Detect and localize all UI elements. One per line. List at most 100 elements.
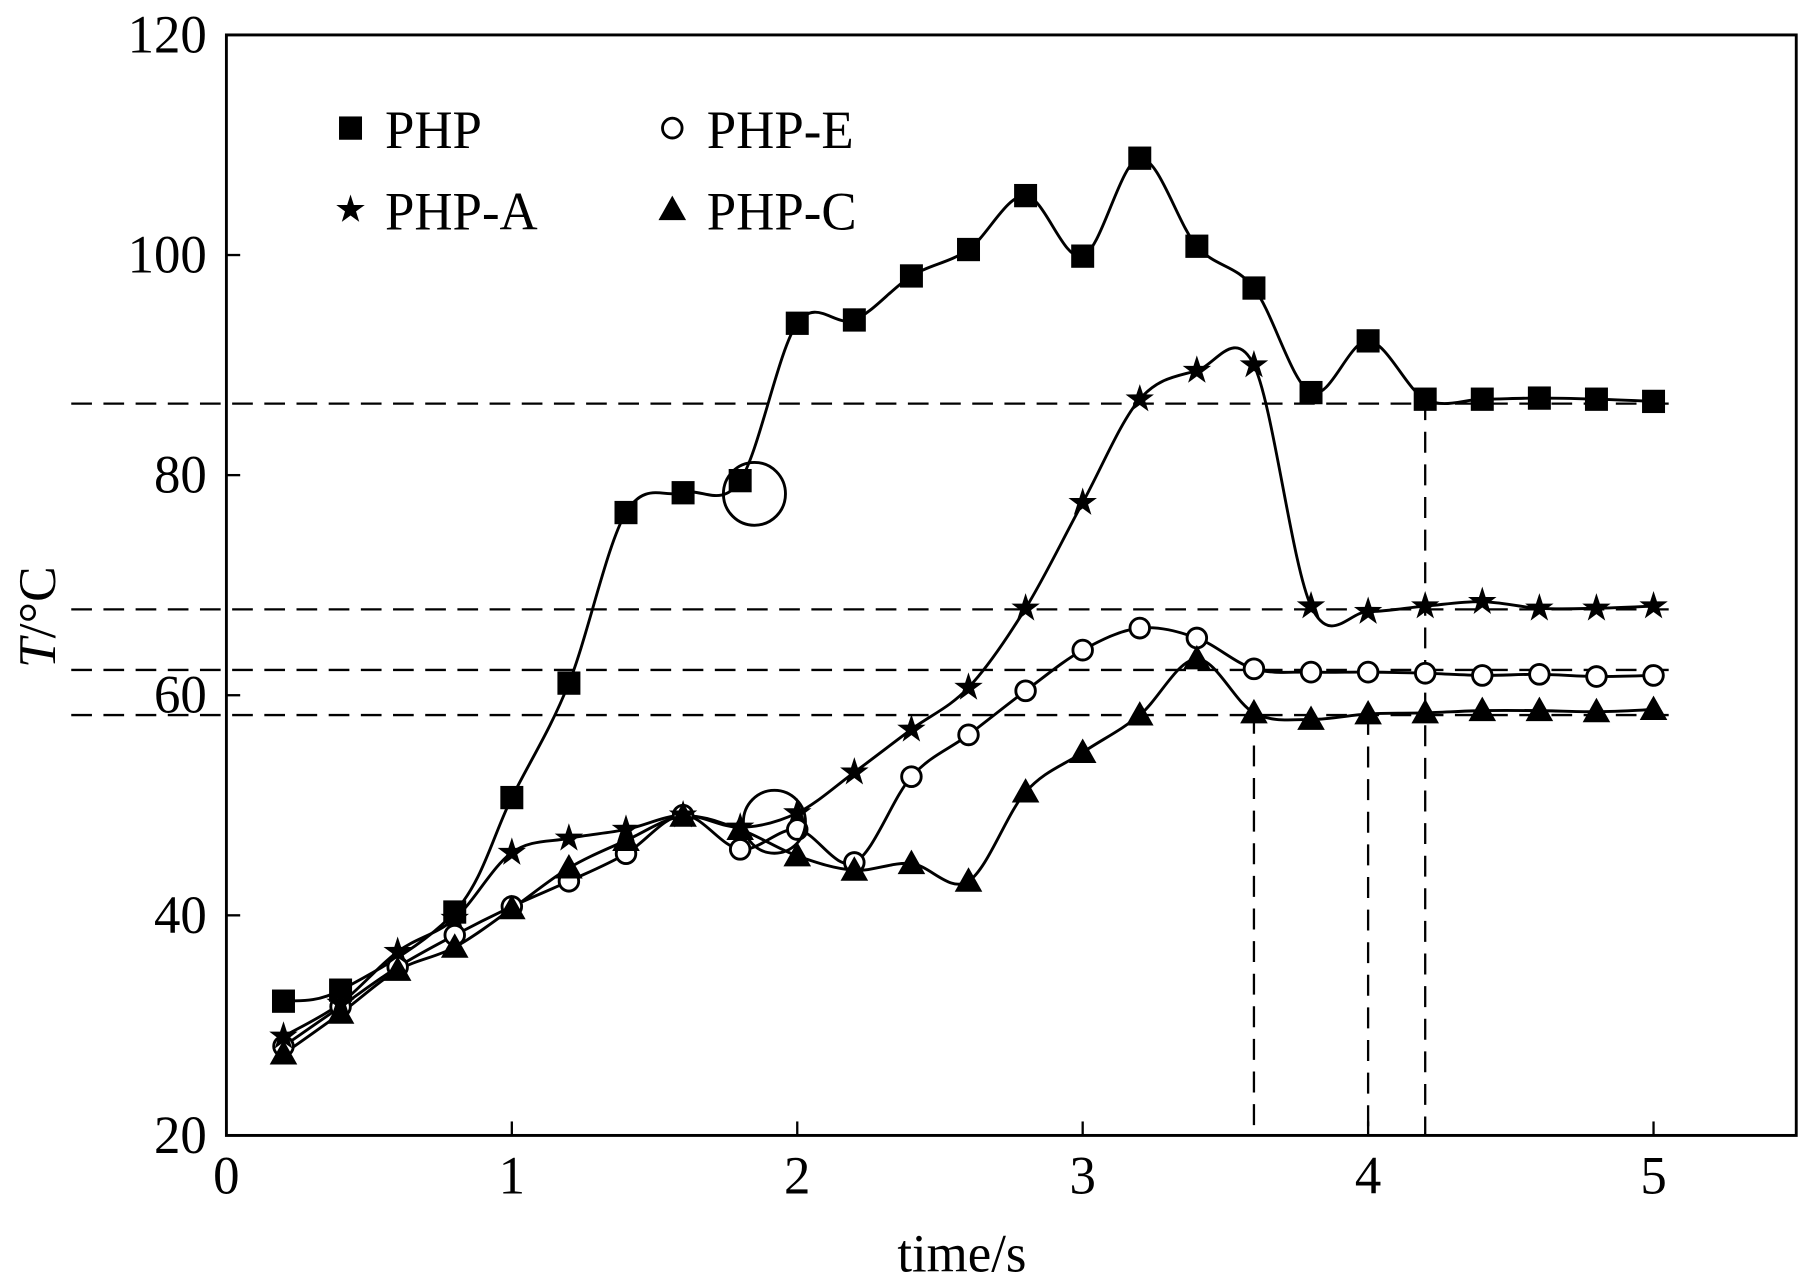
data-point-php-c [440,933,469,958]
data-point-php-a [1011,593,1040,621]
data-point-php [1242,276,1266,300]
data-point-php-a [1639,591,1668,619]
data-point-php-c [498,894,526,920]
data-point-php-e [1185,626,1209,650]
data-point-php-e [1014,679,1037,703]
legend-marker-php-e [661,116,684,140]
legend-label-php-a: PHP-A [385,182,538,241]
data-point-php-c [783,841,812,867]
y-tick-label: 120 [128,5,207,64]
x-tick-label: 1 [499,1146,525,1205]
data-point-php-c [1411,698,1439,724]
data-point-php-a [1125,384,1154,412]
legend-marker-php [339,116,363,140]
data-point-php [1356,329,1380,353]
data-point-php-e [1071,638,1094,662]
data-point-php-a [840,757,869,785]
data-point-php-c [669,802,697,827]
data-point-php-c [1183,644,1211,670]
data-point-php-c [269,1040,298,1065]
annotation-circle [741,788,807,855]
data-point-php-e [1528,662,1551,686]
data-point-php-c [1125,701,1154,726]
y-axis-label-unit: /°C [8,566,67,638]
data-point-php-c [1639,695,1668,721]
plot-frame [224,33,1798,1137]
y-tick-label: 20 [154,1106,207,1165]
data-point-php-c [1297,705,1325,730]
data-point-php-c [954,867,983,892]
data-point-php-c [1240,698,1268,724]
data-point-php-a [1239,349,1269,378]
data-point-php-a [1525,593,1554,621]
data-point-php-e [1413,661,1437,685]
data-point-php [1584,387,1608,411]
data-point-php-a [1353,596,1383,624]
x-tick-label: 3 [1069,1146,1095,1205]
data-point-php-a [1582,593,1611,621]
data-point-php-a [1068,487,1097,515]
data-point-php [1299,380,1323,405]
y-axis-label: T/°C [8,566,67,668]
data-point-php-e [1642,664,1665,687]
data-point-php-e [900,765,923,789]
data-point-php [1185,234,1209,258]
legend-marker-php-c [658,195,687,221]
data-point-php-a [1182,355,1212,383]
series-line-php-c [282,657,1654,1056]
data-point-php [728,468,752,493]
y-tick-label: 100 [128,225,207,284]
data-point-php [785,311,809,335]
y-tick-label: 80 [154,445,207,504]
data-point-php-e [1585,665,1608,688]
data-point-php [1071,244,1095,268]
x-tick-label: 0 [213,1146,239,1205]
data-point-php-c [383,956,412,981]
data-point-php-a [440,903,470,931]
x-tick-label: 4 [1355,1146,1381,1205]
data-point-php-c [1525,696,1554,722]
data-point-php-a [1296,591,1326,619]
data-point-php [1413,387,1437,411]
data-point-php-e [728,837,752,861]
data-point-php-e [1242,657,1266,681]
data-point-php-c [897,849,926,875]
data-point-php [1642,389,1666,414]
data-point-php-c [1354,699,1382,725]
data-point-php [957,237,981,262]
data-point-php-c [326,999,355,1024]
data-point-php-a [554,823,584,851]
data-point-php [671,481,695,505]
data-point-php [842,308,866,332]
data-point-php-e [1356,660,1380,684]
data-point-php-a [1468,586,1497,614]
data-point-php-c [555,854,583,879]
data-point-php-c [1582,697,1611,723]
y-tick-label: 60 [154,665,207,724]
data-point-php-c [612,826,640,851]
data-point-php [1128,146,1152,170]
y-tick-label: 40 [154,885,207,944]
data-point-php [557,671,581,695]
x-tick-label: 5 [1640,1146,1666,1205]
data-point-php-c [1468,696,1497,722]
data-point-php-c [840,856,869,881]
data-point-php-e [957,723,980,747]
data-point-php-a [897,714,926,742]
y-axis-label-symbol: T [8,635,67,668]
data-point-php-e [1128,616,1151,640]
data-point-php-a [954,672,983,700]
x-axis-label: time/s [897,1224,1026,1281]
data-point-php-a [497,837,527,865]
annotation-circle [721,460,787,527]
legend-label-php: PHP [385,101,482,160]
data-point-php-e [1471,664,1494,687]
data-point-php-a [383,936,412,964]
data-point-php-a [1411,591,1440,619]
data-point-php [899,264,923,288]
data-point-php-a [783,797,812,826]
data-point-php [1527,386,1551,410]
data-point-php-c [1068,738,1097,763]
legend-marker-php-a [336,194,365,222]
